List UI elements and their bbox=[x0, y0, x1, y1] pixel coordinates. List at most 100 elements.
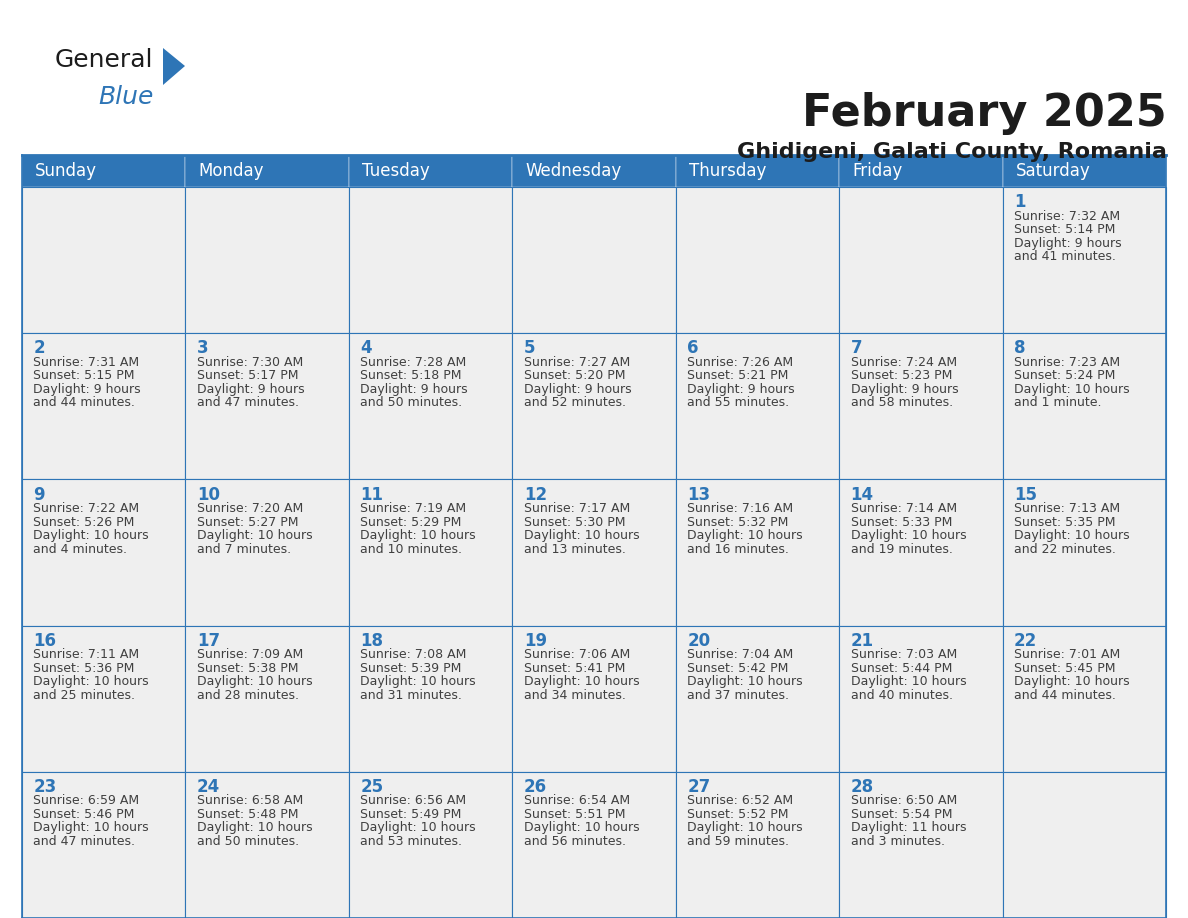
Bar bbox=[23, 625, 185, 772]
Text: 13: 13 bbox=[687, 486, 710, 503]
Text: Sunset: 5:35 PM: Sunset: 5:35 PM bbox=[1015, 516, 1116, 529]
Text: Sunset: 5:36 PM: Sunset: 5:36 PM bbox=[33, 662, 134, 675]
Text: 15: 15 bbox=[1015, 486, 1037, 503]
Text: and 16 minutes.: and 16 minutes. bbox=[687, 543, 789, 555]
Text: Sunset: 5:49 PM: Sunset: 5:49 PM bbox=[360, 808, 462, 821]
Bar bbox=[349, 333, 512, 479]
Text: and 53 minutes.: and 53 minutes. bbox=[360, 835, 462, 848]
Text: Daylight: 10 hours: Daylight: 10 hours bbox=[1015, 529, 1130, 542]
Text: and 50 minutes.: and 50 minutes. bbox=[197, 835, 299, 848]
Bar bbox=[185, 333, 349, 479]
Text: Daylight: 10 hours: Daylight: 10 hours bbox=[360, 676, 476, 688]
Bar bbox=[676, 772, 839, 918]
Text: Daylight: 10 hours: Daylight: 10 hours bbox=[851, 676, 966, 688]
Text: Sunrise: 7:22 AM: Sunrise: 7:22 AM bbox=[33, 502, 139, 515]
Text: and 7 minutes.: and 7 minutes. bbox=[197, 543, 291, 555]
Text: 19: 19 bbox=[524, 632, 546, 650]
Bar bbox=[676, 187, 839, 333]
Bar bbox=[676, 333, 839, 479]
Text: 28: 28 bbox=[851, 778, 873, 796]
Text: Sunrise: 7:14 AM: Sunrise: 7:14 AM bbox=[851, 502, 956, 515]
Bar bbox=[185, 155, 349, 187]
Text: 20: 20 bbox=[687, 632, 710, 650]
Text: Daylight: 10 hours: Daylight: 10 hours bbox=[33, 676, 148, 688]
Text: and 28 minutes.: and 28 minutes. bbox=[197, 688, 299, 701]
Text: and 1 minute.: and 1 minute. bbox=[1015, 397, 1101, 409]
Text: Sunrise: 7:11 AM: Sunrise: 7:11 AM bbox=[33, 648, 139, 661]
Bar bbox=[512, 333, 676, 479]
Bar bbox=[185, 187, 349, 333]
Text: Sunrise: 6:50 AM: Sunrise: 6:50 AM bbox=[851, 794, 956, 808]
Text: Sunrise: 7:06 AM: Sunrise: 7:06 AM bbox=[524, 648, 630, 661]
Text: 1: 1 bbox=[1015, 193, 1025, 211]
Text: Sunset: 5:48 PM: Sunset: 5:48 PM bbox=[197, 808, 298, 821]
Text: Sunset: 5:20 PM: Sunset: 5:20 PM bbox=[524, 369, 625, 383]
Text: and 44 minutes.: and 44 minutes. bbox=[1015, 688, 1116, 701]
Text: Daylight: 9 hours: Daylight: 9 hours bbox=[1015, 237, 1121, 250]
Text: Daylight: 10 hours: Daylight: 10 hours bbox=[687, 676, 803, 688]
Text: Saturday: Saturday bbox=[1016, 162, 1091, 180]
Text: and 50 minutes.: and 50 minutes. bbox=[360, 397, 462, 409]
Text: Sunset: 5:44 PM: Sunset: 5:44 PM bbox=[851, 662, 952, 675]
Text: and 40 minutes.: and 40 minutes. bbox=[851, 688, 953, 701]
Text: Sunset: 5:52 PM: Sunset: 5:52 PM bbox=[687, 808, 789, 821]
Text: Daylight: 9 hours: Daylight: 9 hours bbox=[360, 383, 468, 396]
Text: Daylight: 10 hours: Daylight: 10 hours bbox=[1015, 676, 1130, 688]
Text: Sunrise: 7:17 AM: Sunrise: 7:17 AM bbox=[524, 502, 630, 515]
Text: February 2025: February 2025 bbox=[802, 92, 1167, 135]
Text: Sunset: 5:29 PM: Sunset: 5:29 PM bbox=[360, 516, 462, 529]
Text: 18: 18 bbox=[360, 632, 384, 650]
Bar bbox=[1003, 187, 1165, 333]
Text: Sunset: 5:18 PM: Sunset: 5:18 PM bbox=[360, 369, 462, 383]
Text: Daylight: 10 hours: Daylight: 10 hours bbox=[524, 676, 639, 688]
Text: Sunset: 5:51 PM: Sunset: 5:51 PM bbox=[524, 808, 625, 821]
Text: Daylight: 10 hours: Daylight: 10 hours bbox=[360, 822, 476, 834]
Text: Sunrise: 6:56 AM: Sunrise: 6:56 AM bbox=[360, 794, 467, 808]
Text: 26: 26 bbox=[524, 778, 546, 796]
Text: Sunrise: 7:23 AM: Sunrise: 7:23 AM bbox=[1015, 356, 1120, 369]
Text: Thursday: Thursday bbox=[689, 162, 766, 180]
Bar bbox=[349, 187, 512, 333]
Bar bbox=[185, 479, 349, 625]
Bar bbox=[676, 155, 839, 187]
Bar bbox=[1003, 479, 1165, 625]
Text: 17: 17 bbox=[197, 632, 220, 650]
Text: Sunrise: 7:04 AM: Sunrise: 7:04 AM bbox=[687, 648, 794, 661]
Text: Sunset: 5:23 PM: Sunset: 5:23 PM bbox=[851, 369, 952, 383]
Text: Daylight: 10 hours: Daylight: 10 hours bbox=[687, 822, 803, 834]
Text: 11: 11 bbox=[360, 486, 384, 503]
Text: Sunrise: 6:52 AM: Sunrise: 6:52 AM bbox=[687, 794, 794, 808]
Text: and 31 minutes.: and 31 minutes. bbox=[360, 688, 462, 701]
Text: 21: 21 bbox=[851, 632, 873, 650]
Text: Daylight: 10 hours: Daylight: 10 hours bbox=[1015, 383, 1130, 396]
Text: 12: 12 bbox=[524, 486, 546, 503]
Bar bbox=[839, 155, 1003, 187]
Text: Sunrise: 7:28 AM: Sunrise: 7:28 AM bbox=[360, 356, 467, 369]
Text: Daylight: 9 hours: Daylight: 9 hours bbox=[33, 383, 141, 396]
Text: 22: 22 bbox=[1015, 632, 1037, 650]
Bar bbox=[512, 479, 676, 625]
Text: and 47 minutes.: and 47 minutes. bbox=[197, 397, 299, 409]
Text: Daylight: 10 hours: Daylight: 10 hours bbox=[33, 822, 148, 834]
Text: and 56 minutes.: and 56 minutes. bbox=[524, 835, 626, 848]
Bar bbox=[1003, 155, 1165, 187]
Bar bbox=[676, 479, 839, 625]
Text: Daylight: 10 hours: Daylight: 10 hours bbox=[197, 529, 312, 542]
Text: Tuesday: Tuesday bbox=[362, 162, 430, 180]
Text: Sunrise: 7:13 AM: Sunrise: 7:13 AM bbox=[1015, 502, 1120, 515]
Text: Sunset: 5:38 PM: Sunset: 5:38 PM bbox=[197, 662, 298, 675]
Text: Sunrise: 7:16 AM: Sunrise: 7:16 AM bbox=[687, 502, 794, 515]
Bar bbox=[185, 625, 349, 772]
Text: Daylight: 9 hours: Daylight: 9 hours bbox=[524, 383, 631, 396]
Text: 24: 24 bbox=[197, 778, 220, 796]
Text: Sunrise: 6:59 AM: Sunrise: 6:59 AM bbox=[33, 794, 139, 808]
Text: and 22 minutes.: and 22 minutes. bbox=[1015, 543, 1116, 555]
Bar bbox=[349, 625, 512, 772]
Text: General: General bbox=[55, 48, 153, 72]
Text: Sunset: 5:30 PM: Sunset: 5:30 PM bbox=[524, 516, 625, 529]
Text: 23: 23 bbox=[33, 778, 57, 796]
Bar bbox=[839, 187, 1003, 333]
Text: 25: 25 bbox=[360, 778, 384, 796]
Text: 8: 8 bbox=[1015, 340, 1025, 357]
Text: and 47 minutes.: and 47 minutes. bbox=[33, 835, 135, 848]
